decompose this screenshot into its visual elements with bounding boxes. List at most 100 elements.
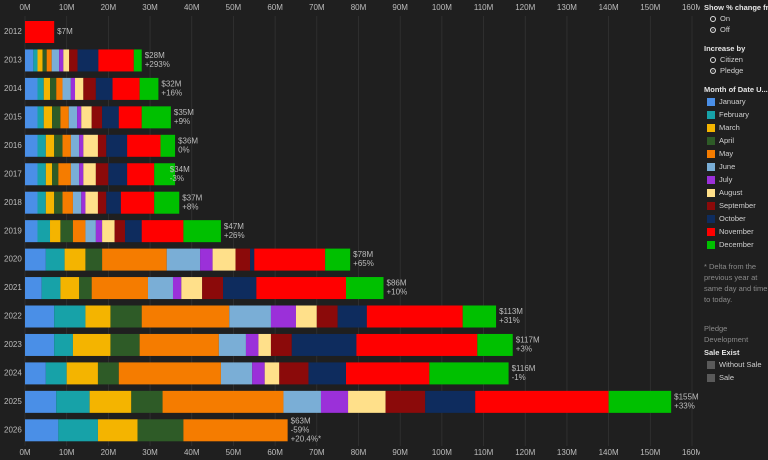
bar-segment: [37, 77, 44, 100]
bar-segment: [120, 191, 155, 214]
bar-segment: [425, 390, 476, 413]
bar-segment: [81, 106, 92, 129]
bar-segment: [42, 49, 47, 72]
legend-swatch: [707, 162, 715, 171]
x-tick-label: 100M: [432, 3, 452, 12]
legend-item[interactable]: November: [704, 225, 768, 238]
bar-segment: [200, 248, 213, 271]
bar-segment: [25, 277, 42, 300]
bar-segment: [59, 49, 64, 72]
legend-item[interactable]: March: [704, 121, 768, 134]
bar-segment: [462, 305, 497, 328]
bar-segment: [70, 134, 80, 157]
bar-segment: [114, 220, 126, 243]
legend-item[interactable]: October: [704, 212, 768, 225]
total-label: $34M: [170, 165, 190, 174]
bar-segment: [25, 77, 38, 100]
legend-item[interactable]: September: [704, 199, 768, 212]
bar-segment: [118, 106, 142, 129]
bar-segment: [102, 220, 115, 243]
legend-label: May: [719, 149, 734, 158]
bar-segment: [52, 106, 61, 129]
bar-segment: [91, 277, 148, 300]
bar-segment: [270, 305, 296, 328]
legend: January February March April May June July Augu…: [704, 95, 768, 251]
legend-item[interactable]: Without Sale: [704, 358, 768, 371]
bar-segment: [45, 248, 65, 271]
bar-segment: [147, 277, 173, 300]
bar-segment: [162, 390, 284, 413]
total-label: $35M: [174, 108, 194, 117]
bar-segment: [83, 134, 98, 157]
bar-segment: [97, 134, 107, 157]
bar-segment: [83, 77, 96, 100]
bar-segment: [25, 333, 55, 356]
bar-segment: [33, 49, 38, 72]
bar-segment: [62, 191, 73, 214]
legend-item[interactable]: August: [704, 186, 768, 199]
bar-segment: [25, 134, 38, 157]
legend-item[interactable]: July: [704, 173, 768, 186]
change-label: 0%: [178, 145, 190, 154]
total-label: $28M: [145, 51, 165, 60]
change-label: -3%: [170, 174, 184, 183]
bar-segment: [106, 191, 121, 214]
bar-segment: [54, 134, 63, 157]
bar-segment: [25, 362, 46, 385]
x-tick-label: 20M: [101, 3, 117, 12]
bar-segment: [72, 191, 82, 214]
bar-segment: [252, 362, 265, 385]
y-tick-label: 2017: [4, 169, 22, 178]
bar-segment: [110, 333, 140, 356]
legend-swatch: [707, 136, 715, 145]
x-tick-label: 70M: [309, 448, 325, 457]
legend-item[interactable]: February: [704, 108, 768, 121]
legend-item[interactable]: January: [704, 95, 768, 108]
change-label: -1%: [512, 373, 526, 382]
bar-segment: [254, 248, 326, 271]
radio-option[interactable]: Pledge: [704, 65, 768, 76]
bar-segment: [325, 248, 351, 271]
radio-option[interactable]: Off: [704, 24, 768, 35]
bar-segment: [270, 333, 292, 356]
bar-segment: [345, 362, 430, 385]
legend-swatch: [707, 240, 715, 249]
bar-segment: [25, 419, 59, 442]
x-tick-label: 70M: [309, 3, 325, 12]
bar-segment: [102, 248, 167, 271]
bar-segment: [172, 277, 182, 300]
bar-segment: [95, 77, 113, 100]
bar-segment: [25, 390, 57, 413]
radio-option[interactable]: Citizen: [704, 54, 768, 65]
legend-item[interactable]: May: [704, 147, 768, 160]
legend-swatch: [707, 227, 715, 236]
bar-segment: [25, 220, 38, 243]
legend-item[interactable]: June: [704, 160, 768, 173]
legend-label: December: [719, 240, 754, 249]
bar-segment: [245, 333, 259, 356]
bar-segment: [102, 106, 119, 129]
y-tick-label: 2021: [4, 283, 22, 292]
bar-segment: [62, 134, 71, 157]
bar-segment: [429, 362, 509, 385]
legend-item[interactable]: April: [704, 134, 768, 147]
bar-segment: [108, 163, 128, 186]
legend-item[interactable]: December: [704, 238, 768, 251]
x-tick-label: 130M: [557, 3, 577, 12]
bar-segment: [356, 333, 478, 356]
legend-label: October: [719, 214, 746, 223]
bar-segment: [283, 390, 321, 413]
bar-segment: [81, 191, 86, 214]
radio-option[interactable]: On: [704, 13, 768, 24]
bar-segment: [235, 248, 251, 271]
bar-segment: [160, 134, 176, 157]
bar-segment: [85, 191, 98, 214]
legend-item[interactable]: Sale: [704, 371, 768, 384]
bar-segment: [56, 77, 63, 100]
bar-segment: [25, 163, 38, 186]
total-label: $36M: [178, 136, 198, 145]
bar-segment: [133, 49, 142, 72]
filter-title: Sale Exist: [704, 348, 740, 357]
bar-segment: [79, 277, 92, 300]
